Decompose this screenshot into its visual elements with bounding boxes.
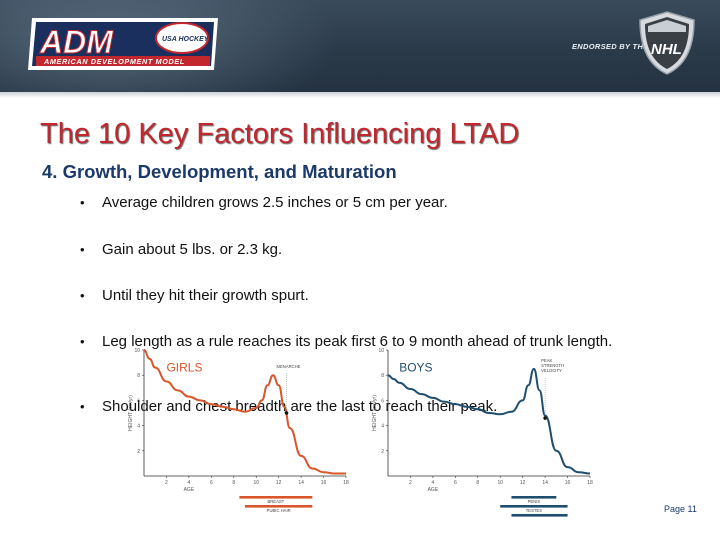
growth-curve-line	[387, 367, 591, 475]
annotation-marker	[543, 416, 547, 420]
bullet-glyph: •	[80, 195, 85, 210]
bullet-item: • Shoulder and chest breadth are the last…	[80, 398, 622, 415]
nhl-text: NHL	[651, 41, 682, 58]
x-tick-label: 14	[542, 480, 548, 486]
maturity-bar	[511, 496, 557, 499]
bullet-text: Average children grows 2.5 inches or 5 c…	[102, 194, 448, 211]
x-tick-label: 14	[298, 480, 304, 486]
maturity-bar	[511, 514, 568, 517]
x-axis-label: AGE	[428, 487, 439, 493]
bullet-glyph: •	[80, 399, 85, 414]
x-tick-label: 18	[587, 480, 593, 486]
maturity-bar-label: PUBIC HAIR	[267, 508, 291, 513]
y-tick-label: 6	[381, 398, 384, 404]
bullet-glyph: •	[80, 242, 85, 257]
annotation-marker	[284, 411, 289, 415]
bullet-list: • Average children grows 2.5 inches or 5 …	[80, 194, 640, 415]
chart-title: BOYS	[399, 360, 432, 374]
maturity-bar	[245, 505, 313, 508]
x-tick-label: 16	[321, 480, 327, 486]
maturity-bar	[239, 496, 313, 499]
bullet-item: • Gain about 5 lbs. or 2.3 kg.	[80, 241, 640, 258]
x-tick-label: 2	[165, 480, 168, 486]
bullet-text: Shoulder and chest breadth are the last …	[102, 398, 498, 415]
bullet-item: • Leg length as a rule reaches its peak f…	[80, 333, 622, 350]
adm-tagline: AMERICAN DEVELOPMENT MODEL	[43, 57, 185, 66]
page-number: Page 11	[664, 504, 697, 514]
annotation-label: STRENGTH	[541, 363, 564, 368]
y-axis-label: HEIGHT (cm/yr)	[128, 395, 134, 431]
x-tick-label: 10	[497, 480, 503, 486]
x-tick-label: 4	[431, 480, 434, 486]
maturity-bar-label: TESTES	[526, 508, 542, 513]
girls-growth-chart: 2 4 6 8 10 2 4 6 8 10 12 14 16 18 AGE HEIGHT (cm/yr) GIR…	[128, 348, 349, 513]
x-tick-label: 2	[409, 480, 412, 486]
y-tick-label: 4	[381, 424, 384, 430]
slide-subtitle: 4. Growth, Development, and Maturation	[42, 161, 397, 182]
maturity-bar-label: PENIS	[528, 499, 541, 504]
y-tick-label: 8	[137, 373, 140, 379]
bullet-glyph: •	[80, 334, 85, 349]
growth-curve-line	[143, 349, 346, 475]
annotation-label: PEAK	[541, 358, 552, 363]
x-tick-label: 12	[276, 480, 282, 486]
x-tick-label: 12	[520, 480, 526, 486]
bullet-text: Until they hit their growth spurt.	[102, 287, 309, 304]
nhl-shield-icon: NHL	[639, 11, 695, 75]
x-tick-label: 6	[454, 480, 457, 486]
annotation-label: MENARCHE	[277, 364, 301, 369]
y-tick-label: 10	[378, 348, 384, 354]
bullet-item: • Until they hit their growth spurt.	[80, 287, 640, 304]
adm-brand-text: ADM	[39, 24, 114, 60]
header-banner: ADM AMERICAN DEVELOPMENT MODEL USA HOCKE…	[0, 0, 720, 92]
bullet-text: Leg length as a rule reaches its peak fi…	[102, 333, 613, 350]
y-tick-label: 4	[137, 424, 140, 430]
annotation-label: VELOCITY	[541, 368, 562, 373]
slide-title: The 10 Key Factors Influencing LTAD	[40, 118, 520, 150]
bullet-text: Gain about 5 lbs. or 2.3 kg.	[102, 241, 283, 258]
x-tick-label: 16	[565, 480, 571, 486]
y-tick-label: 2	[381, 449, 384, 455]
x-axis-label: AGE	[184, 487, 195, 493]
usa-hockey-text: USA HOCKEY	[162, 36, 210, 43]
x-tick-label: 8	[232, 480, 235, 486]
y-axis-label: HEIGHT (cm/yr)	[372, 395, 378, 431]
maturity-bar-label: PUBIC HAIR	[528, 517, 552, 518]
y-tick-label: 6	[137, 398, 140, 404]
x-tick-label: 4	[187, 480, 190, 486]
bullet-item: • Average children grows 2.5 inches or 5 …	[80, 194, 640, 211]
maturity-bar	[500, 505, 568, 508]
y-tick-label: 10	[134, 348, 140, 354]
bullet-glyph: •	[80, 288, 85, 303]
y-tick-label: 8	[381, 373, 384, 379]
chart-title: GIRLS	[166, 360, 202, 374]
x-tick-label: 10	[253, 480, 259, 486]
y-tick-label: 2	[137, 449, 140, 455]
endorsed-text: ENDORSED BY THE	[572, 42, 649, 51]
boys-growth-chart: 2 4 6 8 10 2 4 6 8 10 12 14 16 18 AGE HEIGHT (cm/yr) BOY…	[372, 348, 593, 518]
x-tick-label: 18	[343, 480, 349, 486]
x-tick-label: 6	[210, 480, 213, 486]
adm-logo: ADM AMERICAN DEVELOPMENT MODEL USA HOCKE…	[28, 18, 218, 70]
maturity-bar-label: BREAST	[267, 499, 284, 504]
x-tick-label: 8	[476, 480, 479, 486]
header-rule	[0, 92, 720, 98]
